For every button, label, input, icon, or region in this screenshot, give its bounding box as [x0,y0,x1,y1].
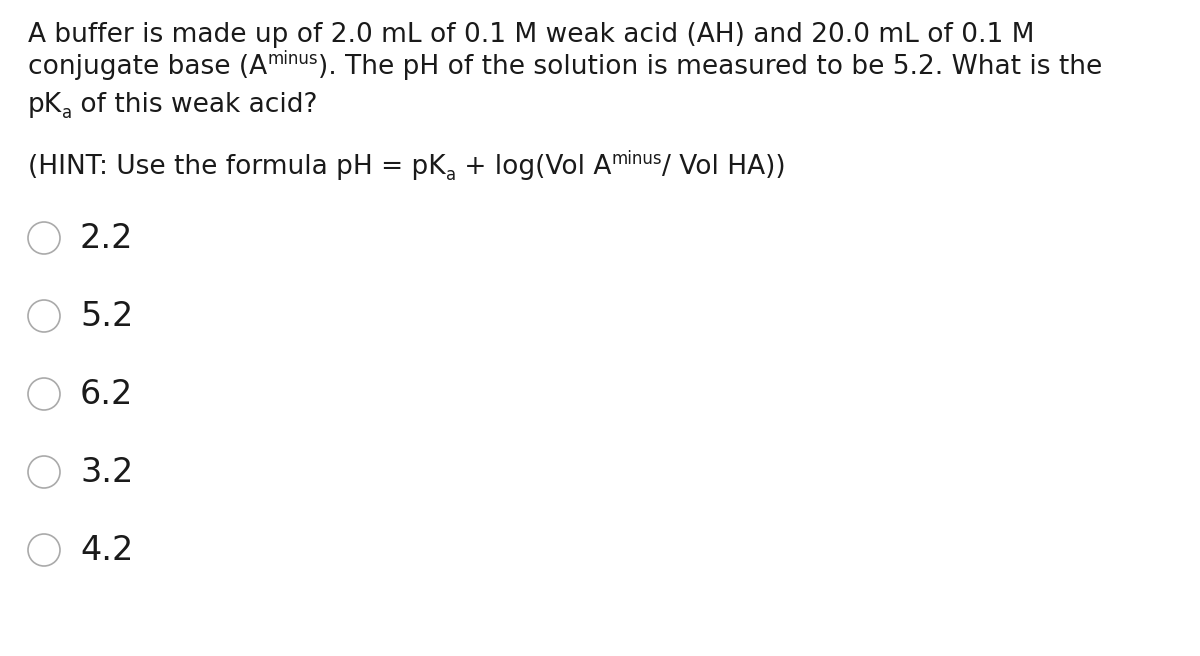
Text: a: a [62,104,72,122]
Text: 4.2: 4.2 [80,533,133,567]
Text: 3.2: 3.2 [80,455,133,489]
Text: 2.2: 2.2 [80,222,133,255]
Text: minus: minus [268,51,318,68]
Text: pK: pK [28,92,62,118]
Text: 6.2: 6.2 [80,377,133,411]
Text: of this weak acid?: of this weak acid? [72,92,318,118]
Text: ). The pH of the solution is measured to be 5.2. What is the: ). The pH of the solution is measured to… [318,54,1102,80]
Text: + log(Vol A: + log(Vol A [456,154,611,180]
Text: a: a [445,166,456,184]
Text: (HINT: Use the formula pH = pK: (HINT: Use the formula pH = pK [28,154,445,180]
Text: / Vol HA)): / Vol HA)) [661,154,785,180]
Text: A buffer is made up of 2.0 mL of 0.1 M weak acid (AH) and 20.0 mL of 0.1 M: A buffer is made up of 2.0 mL of 0.1 M w… [28,22,1034,48]
Text: conjugate base (A: conjugate base (A [28,54,268,80]
Text: 5.2: 5.2 [80,300,133,333]
Text: minus: minus [611,150,661,168]
